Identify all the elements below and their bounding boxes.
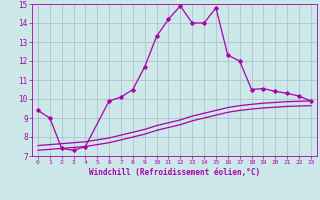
X-axis label: Windchill (Refroidissement éolien,°C): Windchill (Refroidissement éolien,°C)	[89, 168, 260, 177]
